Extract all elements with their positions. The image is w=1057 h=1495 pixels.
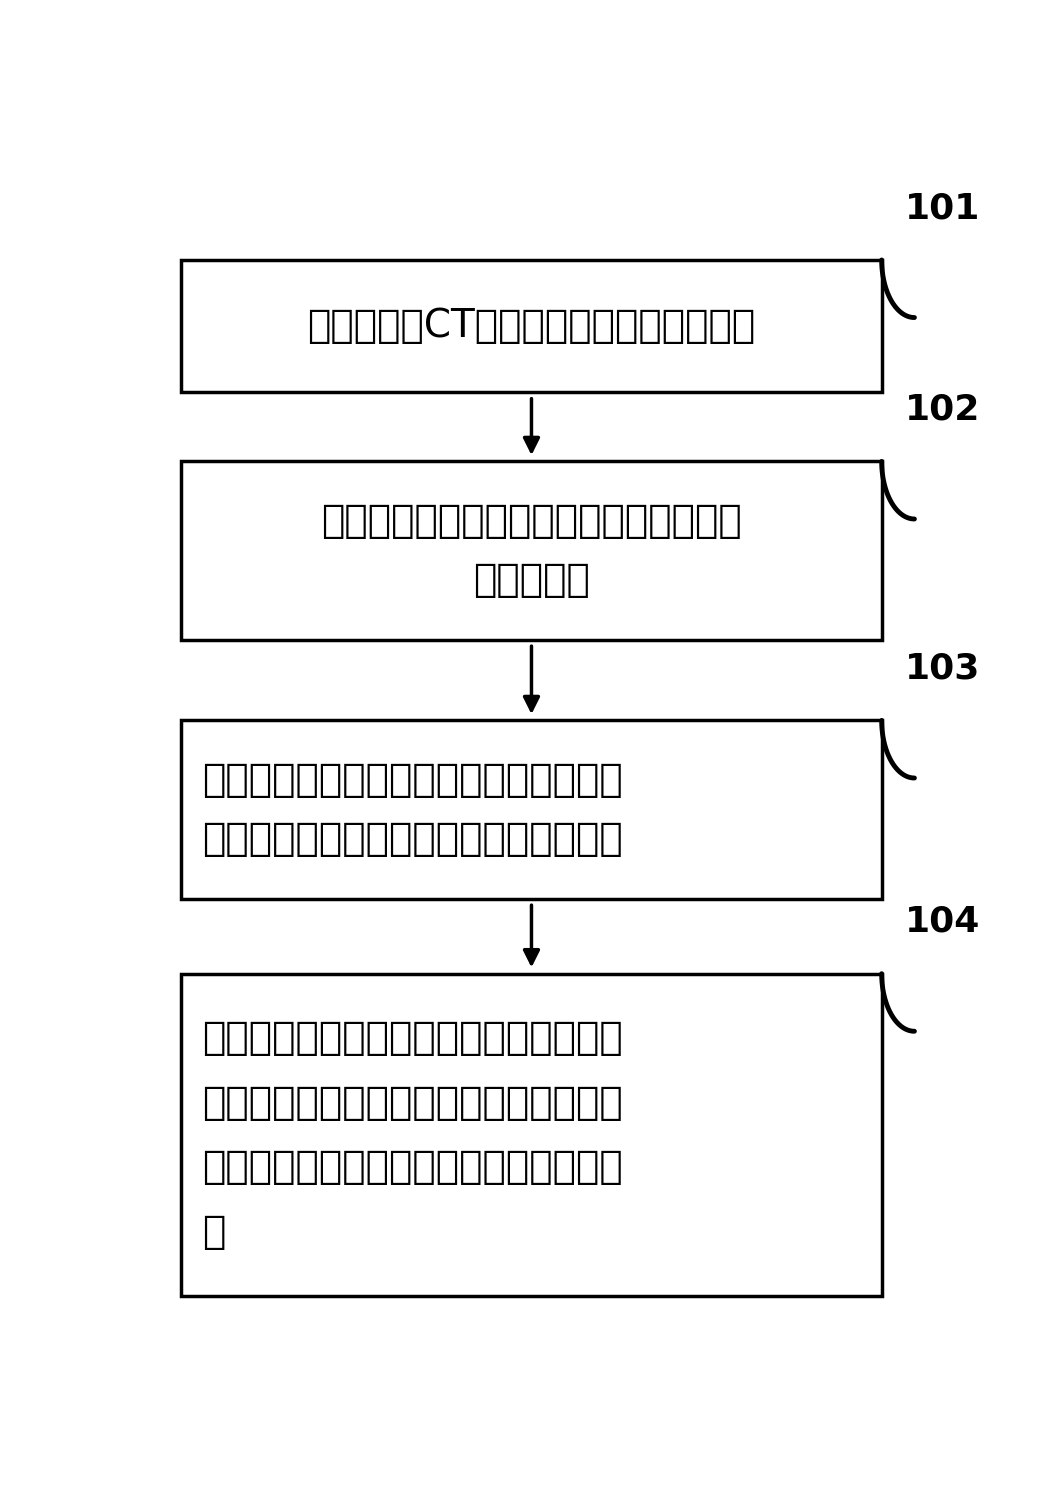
Text: 102: 102 <box>906 393 981 426</box>
Text: 立牙齿的数字化三维模型，根据所述牙槽: 立牙齿的数字化三维模型，根据所述牙槽 <box>202 1084 623 1121</box>
Text: 104: 104 <box>906 904 981 939</box>
Text: 骨组织区域: 骨组织区域 <box>474 562 590 599</box>
Bar <box>182 973 882 1296</box>
Text: 骨的二维轮廓重构牙槽骨的数字化三维模: 骨的二维轮廓重构牙槽骨的数字化三维模 <box>202 1148 623 1186</box>
Text: 独立牙齿的二维轮廓和牙槽骨的二维轮廓: 独立牙齿的二维轮廓和牙槽骨的二维轮廓 <box>202 821 623 858</box>
Text: 根据所述各独立牙齿的二维轮廓重构各独: 根据所述各独立牙齿的二维轮廓重构各独 <box>202 1020 623 1057</box>
Text: 从所述牙齿与牙槽骨组织区域中分割出各: 从所述牙齿与牙槽骨组织区域中分割出各 <box>202 761 623 798</box>
Bar <box>182 721 882 898</box>
Text: 型: 型 <box>202 1212 225 1250</box>
Text: 从所述骨骼组织区域中分割出牙齿与牙槽: 从所述骨骼组织区域中分割出牙齿与牙槽 <box>321 502 742 540</box>
Text: 在口腔三维CT图像中分割出骨骼组织区域: 在口腔三维CT图像中分割出骨骼组织区域 <box>308 306 756 345</box>
Text: 103: 103 <box>906 652 981 686</box>
Bar <box>182 462 882 640</box>
Text: 101: 101 <box>906 191 981 226</box>
Bar <box>182 260 882 392</box>
